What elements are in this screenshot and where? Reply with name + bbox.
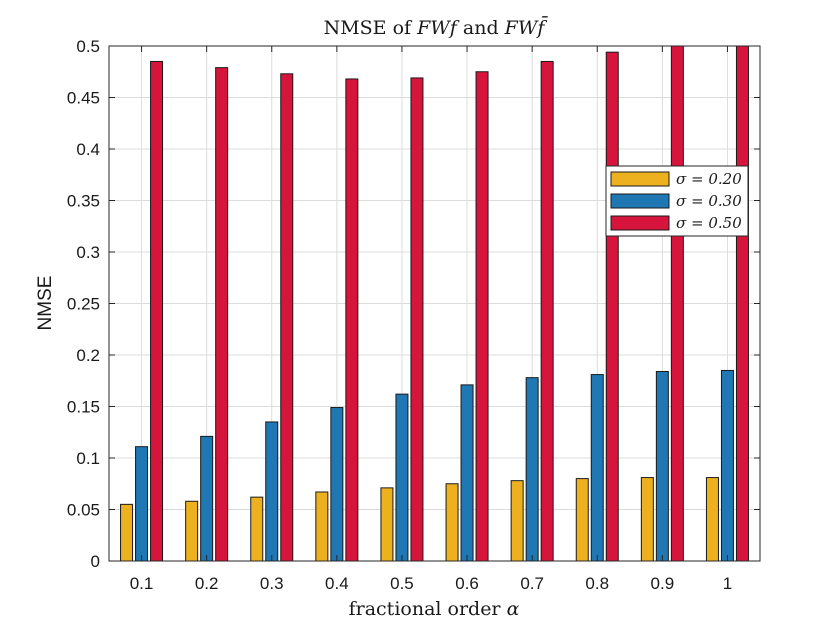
x-tick-label: 0.8 bbox=[585, 574, 609, 593]
y-tick-label: 0.2 bbox=[76, 346, 100, 365]
y-tick-label: 0.15 bbox=[67, 398, 100, 417]
x-axis-label: fractional order α bbox=[349, 598, 520, 620]
x-axis-ticks: 0.1 0.2 0.3 0.4 0.5 0.6 0.7 0.8 0.9 1 bbox=[130, 46, 732, 593]
bar-series-3-cat-5 bbox=[410, 77, 424, 562]
bar-series-3-cat-9 bbox=[670, 45, 684, 562]
bar-series-3-cat-1 bbox=[150, 60, 164, 562]
legend-label: σ = 0.30 bbox=[676, 192, 742, 210]
bar-series-1-cat-6 bbox=[445, 483, 459, 562]
bar-series-3-cat-8 bbox=[605, 51, 619, 562]
bar-series-1-cat-1 bbox=[120, 503, 134, 562]
bar-series-1-cat-9 bbox=[640, 477, 654, 562]
bar-series-2-cat-3 bbox=[265, 421, 279, 562]
bar-series-2-cat-2 bbox=[200, 435, 214, 562]
chart-title-connector: and bbox=[457, 17, 505, 39]
x-tick-label: 0.6 bbox=[455, 574, 479, 593]
x-tick-label: 1 bbox=[723, 574, 732, 593]
bar-series-1-cat-4 bbox=[315, 491, 329, 562]
legend-label: σ = 0.50 bbox=[676, 214, 742, 232]
legend-swatch bbox=[610, 171, 670, 187]
x-tick-label: 0.5 bbox=[390, 574, 414, 593]
bar-series-2-cat-8 bbox=[590, 374, 604, 562]
x-tick-label: 0.4 bbox=[325, 574, 349, 593]
x-tick-label: 0.9 bbox=[651, 574, 675, 593]
y-tick-label: 0.1 bbox=[76, 449, 100, 468]
bar-series-2-cat-10 bbox=[720, 369, 734, 562]
y-axis-label: NMSE bbox=[35, 276, 56, 331]
x-tick-label: 0.1 bbox=[130, 574, 154, 593]
bar-series-2-cat-6 bbox=[460, 384, 474, 562]
y-tick-label: 0.25 bbox=[67, 295, 100, 314]
bar-series-3-cat-2 bbox=[215, 67, 229, 562]
y-tick-label: 0.5 bbox=[76, 37, 100, 56]
bar-series-3-cat-10 bbox=[735, 45, 749, 562]
chart-title-expr1: FWf bbox=[416, 17, 460, 39]
legend-swatch bbox=[610, 193, 670, 209]
chart-title: NMSE of FWf and FWf̄ bbox=[324, 15, 549, 39]
bar-series-2-cat-5 bbox=[395, 393, 409, 562]
y-axis-ticks: 0 0.05 0.1 0.15 0.2 0.25 0.3 0.35 0.4 0.45 0.5 bbox=[67, 37, 760, 571]
legend-swatch bbox=[610, 215, 670, 231]
bar-series-2-cat-7 bbox=[525, 377, 539, 562]
x-tick-label: 0.7 bbox=[520, 574, 544, 593]
bar-series-2-cat-4 bbox=[330, 407, 344, 562]
y-tick-label: 0 bbox=[91, 552, 100, 571]
bar-series-2-cat-9 bbox=[655, 370, 669, 562]
x-tick-label: 0.2 bbox=[195, 574, 219, 593]
bar-series-1-cat-7 bbox=[510, 480, 524, 562]
y-tick-label: 0.35 bbox=[67, 192, 100, 211]
bar-series-3-cat-6 bbox=[475, 71, 489, 562]
y-tick-label: 0.45 bbox=[67, 89, 100, 108]
bar-series-1-cat-10 bbox=[705, 477, 719, 562]
x-axis-label-text: fractional order bbox=[349, 598, 507, 620]
bar-series-3-cat-4 bbox=[345, 78, 359, 562]
chart-title-prefix: NMSE of bbox=[324, 17, 418, 39]
bar-series-1-cat-3 bbox=[250, 496, 264, 562]
bar-series-2-cat-1 bbox=[135, 446, 149, 562]
bar-series-1-cat-2 bbox=[185, 500, 199, 562]
y-tick-label: 0.3 bbox=[76, 243, 100, 262]
x-axis-label-symbol: α bbox=[507, 598, 520, 620]
y-tick-label: 0.4 bbox=[76, 140, 100, 159]
legend: σ = 0.20 σ = 0.30 σ = 0.50 bbox=[605, 165, 749, 237]
bar-series-3-cat-3 bbox=[280, 73, 294, 562]
y-tick-label: 0.05 bbox=[67, 501, 100, 520]
bar-series-1-cat-8 bbox=[575, 478, 589, 562]
bar-series-1-cat-5 bbox=[380, 487, 394, 562]
legend-label: σ = 0.20 bbox=[676, 170, 742, 188]
x-tick-label: 0.3 bbox=[260, 574, 284, 593]
chart-title-expr2: FWf̄ bbox=[504, 15, 548, 39]
bar-series-3-cat-7 bbox=[540, 60, 554, 562]
